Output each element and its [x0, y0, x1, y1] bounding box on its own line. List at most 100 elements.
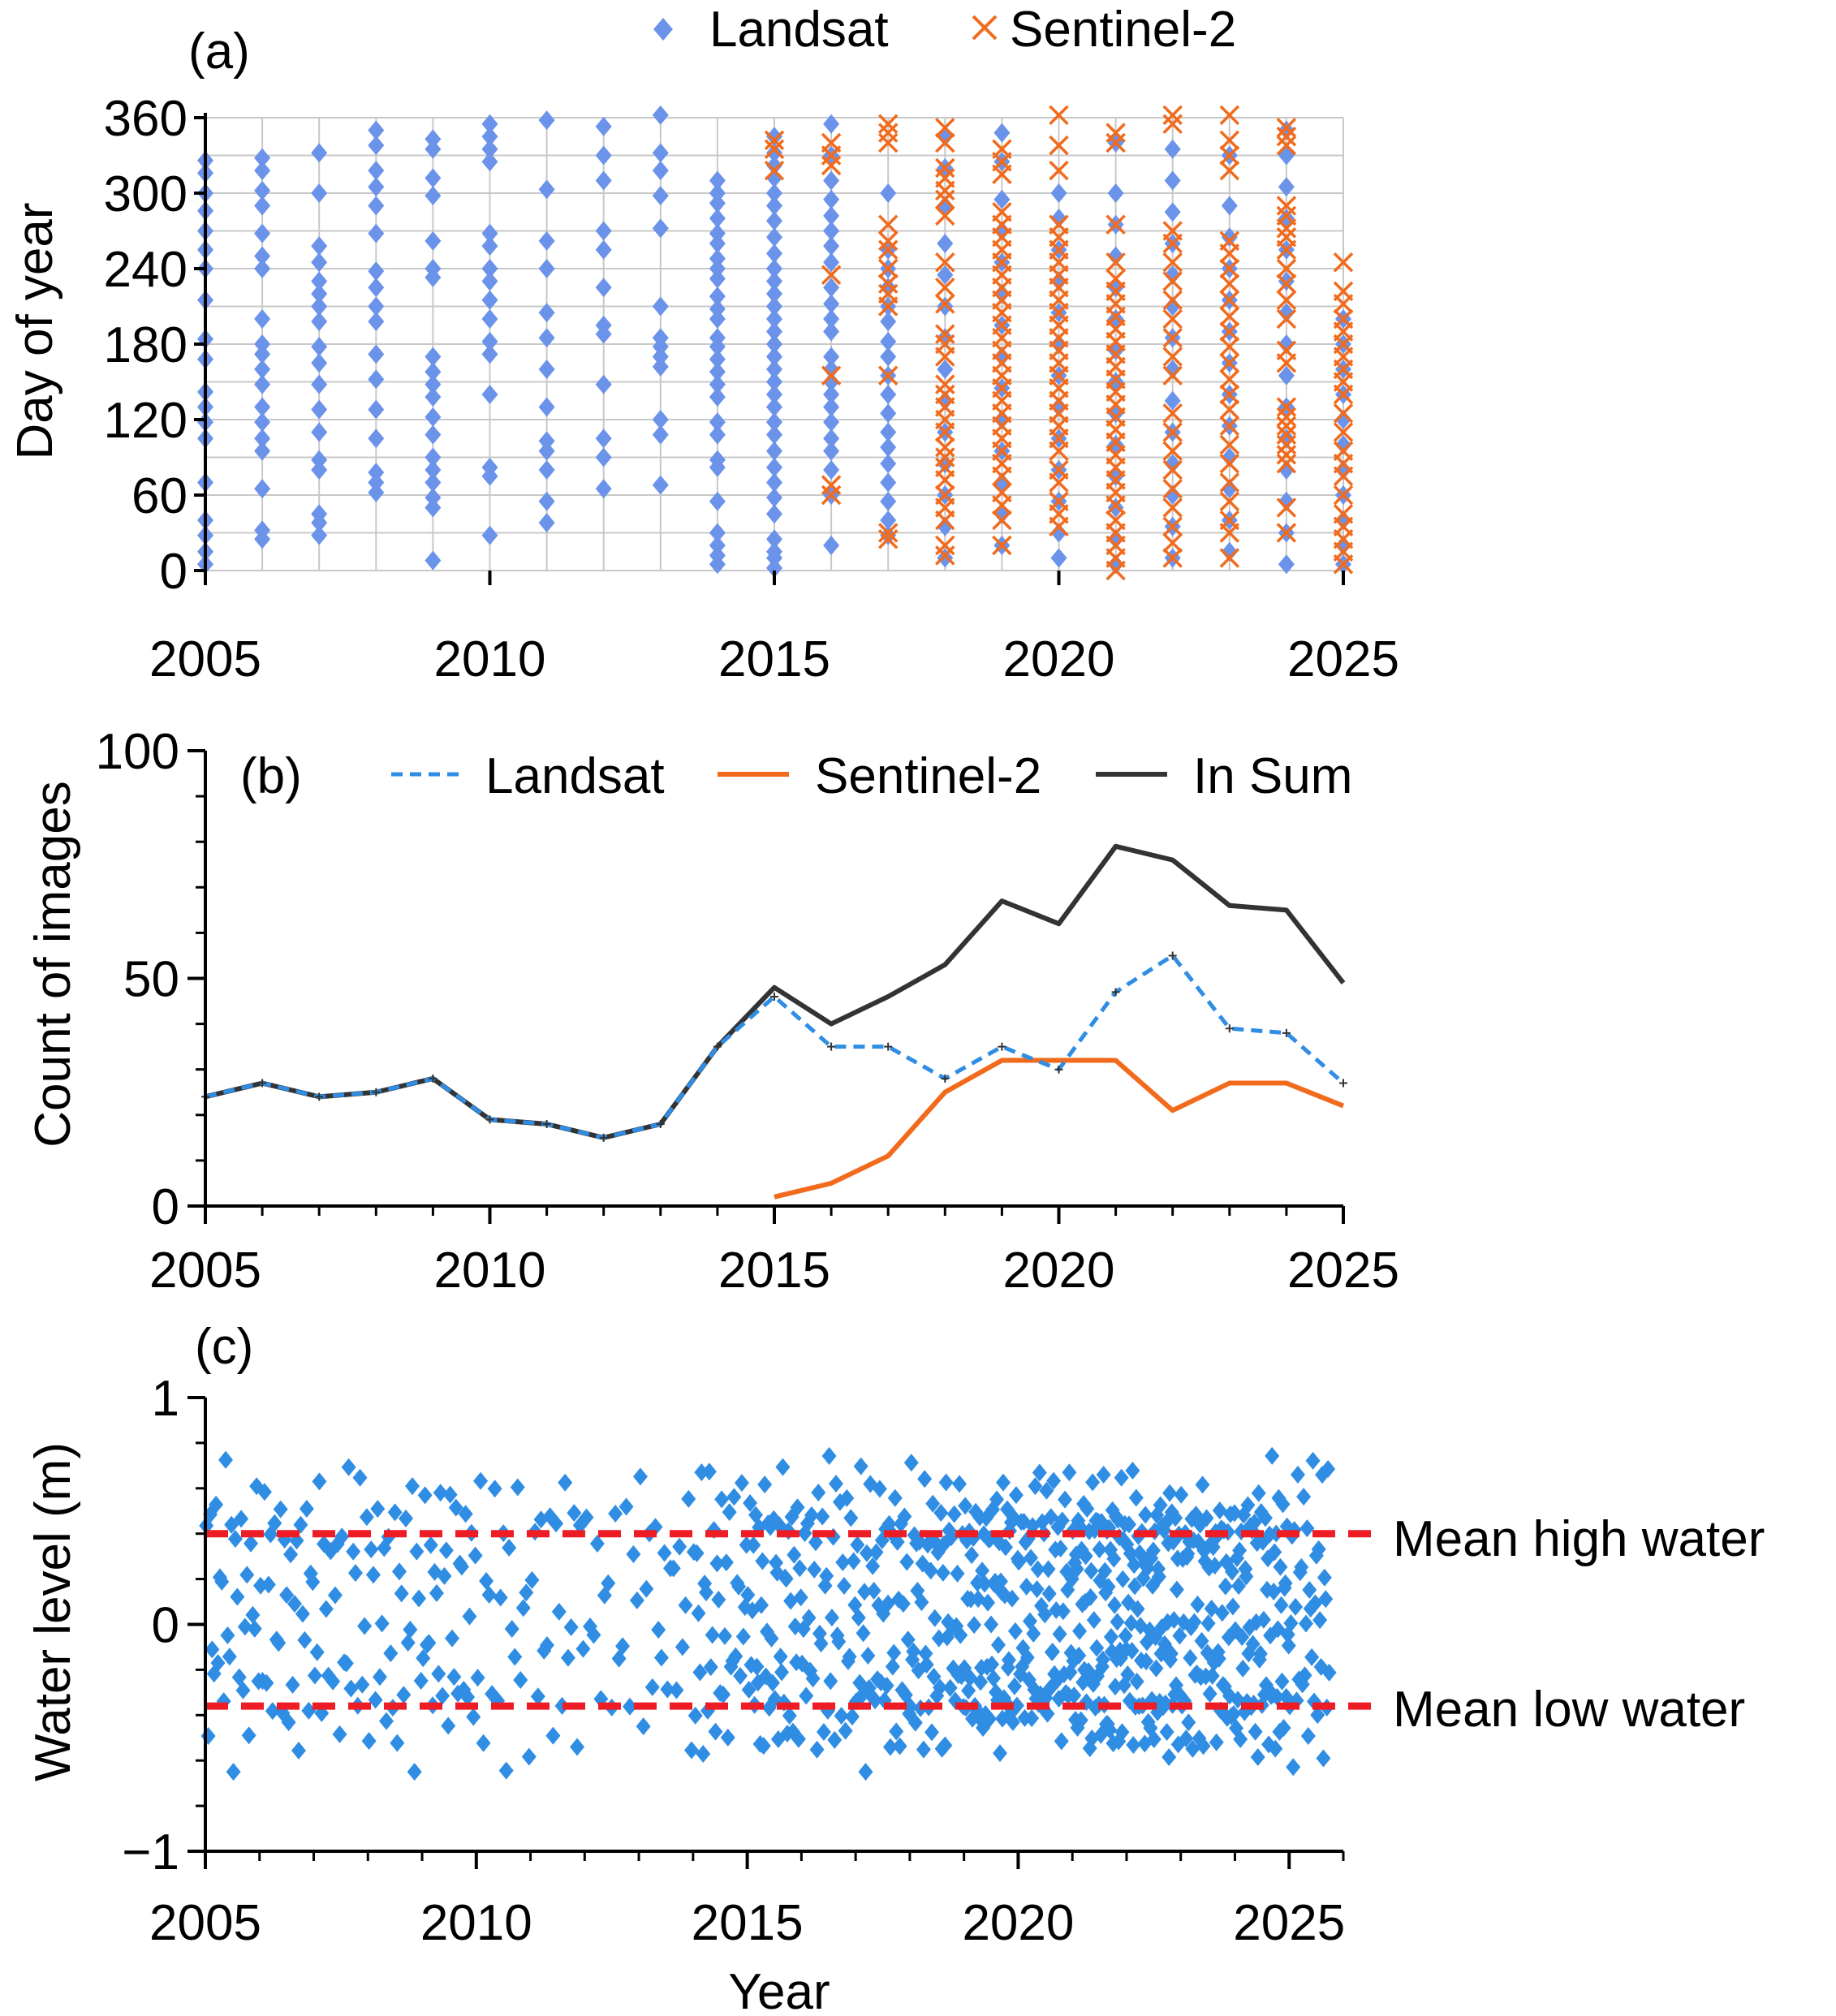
- water-level-point: [900, 1630, 916, 1649]
- landsat-point: [1335, 460, 1351, 480]
- water-level-point: [524, 1570, 540, 1589]
- landsat-point: [709, 286, 726, 307]
- landsat-point: [425, 230, 442, 251]
- water-level-point: [441, 1717, 456, 1735]
- landsat-line: [205, 953, 1345, 1140]
- landsat-point: [652, 328, 669, 348]
- landsat-point: [823, 441, 840, 461]
- water-level-point: [911, 1661, 926, 1680]
- water-level-point: [327, 1586, 343, 1605]
- landsat-point: [254, 259, 271, 278]
- water-level-point: [493, 1588, 508, 1607]
- landsat-point: [709, 491, 726, 511]
- water-level-point: [468, 1546, 483, 1565]
- landsat-point: [1164, 202, 1181, 222]
- water-level-point: [1268, 1739, 1283, 1758]
- water-level-point: [1114, 1468, 1129, 1487]
- landsat-point: [880, 183, 897, 203]
- water-level-point: [399, 1509, 414, 1527]
- water-level-point: [1276, 1718, 1291, 1737]
- water-level-point: [293, 1515, 308, 1534]
- landsat-point: [254, 479, 271, 499]
- landsat-point: [538, 431, 555, 451]
- water-level-point: [1274, 1596, 1289, 1614]
- water-level-point: [622, 1697, 637, 1716]
- water-level-point: [1218, 1577, 1233, 1596]
- landsat-point: [1050, 271, 1067, 291]
- x-tick-label: 2025: [1287, 1243, 1399, 1299]
- water-level-point: [1214, 1604, 1230, 1622]
- landsat-point: [766, 334, 782, 354]
- y-axis-title: Day of year: [7, 202, 63, 459]
- landsat-point: [709, 374, 726, 394]
- sentinel-point: [877, 123, 899, 143]
- sentinel-point: [764, 139, 785, 159]
- water-level-point: [521, 1747, 537, 1766]
- x-tick-label: 2005: [149, 1895, 261, 1951]
- water-level-point: [515, 1599, 531, 1618]
- water-level-point: [851, 1609, 866, 1627]
- landsat-point: [311, 399, 328, 420]
- water-level-point: [1256, 1610, 1271, 1629]
- water-level-point: [575, 1639, 591, 1658]
- x-axis-title: Year: [728, 1964, 830, 2016]
- water-level-point: [1162, 1747, 1177, 1766]
- water-level-point: [860, 1647, 876, 1665]
- landsat-point: [823, 360, 840, 379]
- landsat-point: [766, 155, 782, 175]
- water-level-point: [1005, 1712, 1020, 1731]
- water-level-point: [1078, 1547, 1093, 1566]
- sentinel-point: [1219, 258, 1240, 279]
- sentinel-point: [1219, 384, 1240, 405]
- landsat-point: [709, 523, 726, 543]
- sentinel-point: [1162, 422, 1183, 442]
- landsat-point: [254, 223, 271, 243]
- water-level-point: [856, 1624, 871, 1643]
- y-tick-label: 240: [104, 242, 187, 298]
- water-level-point: [995, 1473, 1011, 1492]
- landsat-point: [1221, 541, 1238, 562]
- water-level-point: [1252, 1644, 1268, 1663]
- sentinel-point: [877, 274, 899, 294]
- landsat-point: [368, 278, 385, 298]
- water-level-point: [933, 1678, 948, 1697]
- water-level-point: [355, 1675, 370, 1694]
- sentinel-point: [1219, 230, 1240, 252]
- x-tick-label: 2010: [434, 631, 546, 687]
- water-level-point: [1159, 1722, 1174, 1741]
- landsat-point: [766, 441, 782, 461]
- landsat-point: [311, 271, 328, 291]
- water-level-point: [1073, 1711, 1088, 1730]
- water-level-point: [757, 1475, 773, 1494]
- water-level-point: [839, 1488, 855, 1507]
- water-level-point: [660, 1680, 675, 1699]
- sentinel-point: [1219, 454, 1240, 474]
- water-level-point: [850, 1536, 865, 1554]
- landsat-point: [368, 223, 385, 243]
- landsat-point: [937, 390, 954, 411]
- water-level-point: [897, 1507, 912, 1526]
- water-level-point: [1019, 1577, 1034, 1596]
- water-level-point: [1030, 1560, 1045, 1579]
- water-level-point: [435, 1686, 450, 1705]
- sentinel-point: [1276, 397, 1297, 417]
- sentinel-point: [821, 475, 842, 495]
- sentinel-point: [935, 437, 955, 458]
- water-level-point: [1084, 1562, 1099, 1580]
- legend-landsat-label: Landsat: [485, 748, 665, 804]
- landsat-point: [652, 347, 669, 367]
- landsat-point: [538, 513, 555, 533]
- water-level-point: [1205, 1666, 1220, 1685]
- water-level-point: [816, 1723, 831, 1742]
- landsat-marker: [884, 1042, 893, 1051]
- landsat-point: [311, 312, 328, 332]
- water-level-point: [1067, 1686, 1082, 1704]
- water-level-point: [926, 1667, 942, 1686]
- water-level-point: [718, 1553, 734, 1572]
- landsat-point: [993, 123, 1011, 143]
- y-tick-label: 100: [96, 724, 179, 780]
- water-level-point: [657, 1544, 672, 1562]
- water-level-point: [1274, 1672, 1290, 1691]
- water-level-point: [1046, 1471, 1062, 1490]
- sentinel-point: [935, 205, 955, 226]
